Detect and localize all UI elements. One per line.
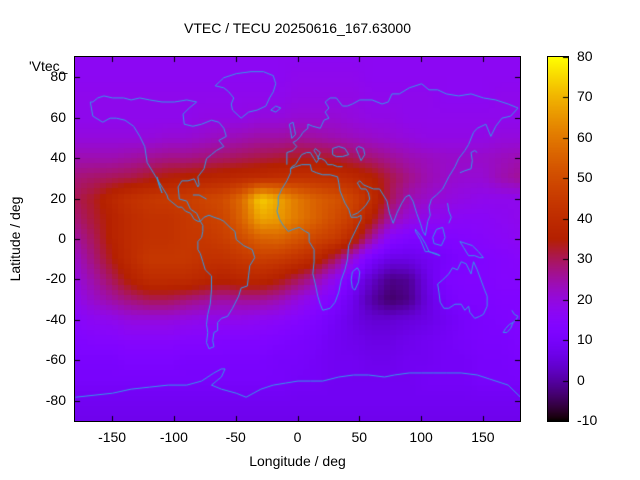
plot-area: [74, 56, 521, 422]
colorbar-tick-label: 80: [577, 48, 593, 64]
series-key-label: 'Vtec_: [29, 58, 68, 74]
colorbar: [547, 56, 569, 422]
x-tick-label: -50: [225, 429, 246, 445]
x-tick-label: 100: [409, 429, 433, 445]
chart-title: VTEC / TECU 20250616_167.63000: [183, 20, 411, 36]
x-axis-label: Longitude / deg: [249, 453, 346, 469]
colorbar-tick-label: 30: [577, 250, 593, 267]
y-tick-label: -80: [45, 391, 66, 408]
colorbar-canvas: [548, 57, 568, 421]
x-tick-label: -100: [159, 429, 188, 445]
x-tick-label: 50: [351, 429, 368, 445]
colorbar-tick-label: 0: [577, 371, 585, 388]
heatmap-canvas: [75, 57, 520, 421]
y-tick-label: -20: [45, 270, 66, 287]
x-tick-label: 0: [293, 429, 302, 445]
colorbar-tick-label: 50: [577, 169, 593, 186]
y-tick-label: 0: [58, 230, 66, 246]
x-tick-label: -150: [98, 429, 127, 445]
colorbar-tick-label: 10: [577, 331, 593, 348]
x-tick-label: 150: [471, 429, 495, 445]
colorbar-tick-label: 70: [577, 88, 593, 105]
colorbar-tick-label: 40: [577, 209, 593, 226]
colorbar-tick-label: 60: [577, 128, 593, 145]
colorbar-tick-label: -10: [577, 412, 598, 428]
y-tick-label: 60: [50, 108, 66, 125]
y-tick-label: 20: [50, 189, 66, 206]
y-tick-label: -40: [45, 310, 66, 327]
colorbar-tick-label: 20: [577, 290, 593, 307]
y-tick-label: 40: [50, 149, 66, 166]
y-tick-label: -60: [45, 351, 66, 368]
y-tick-label: 80: [50, 68, 66, 85]
